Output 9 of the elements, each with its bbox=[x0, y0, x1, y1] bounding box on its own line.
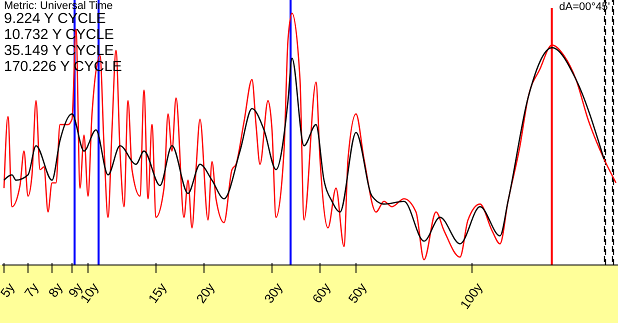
x-tick-label: 20y bbox=[193, 280, 218, 306]
annotation: dA=00°45' bbox=[559, 1, 610, 13]
x-tick-label: 15y bbox=[145, 280, 170, 306]
x-tick-label: 30y bbox=[261, 280, 286, 306]
x-tick-label: 60y bbox=[309, 280, 334, 306]
x-tick-label: 50y bbox=[345, 280, 370, 306]
x-tick-label: 8y bbox=[45, 280, 66, 300]
x-tick-label: 7y bbox=[21, 280, 42, 300]
x-tick-label: 5y bbox=[0, 280, 18, 300]
